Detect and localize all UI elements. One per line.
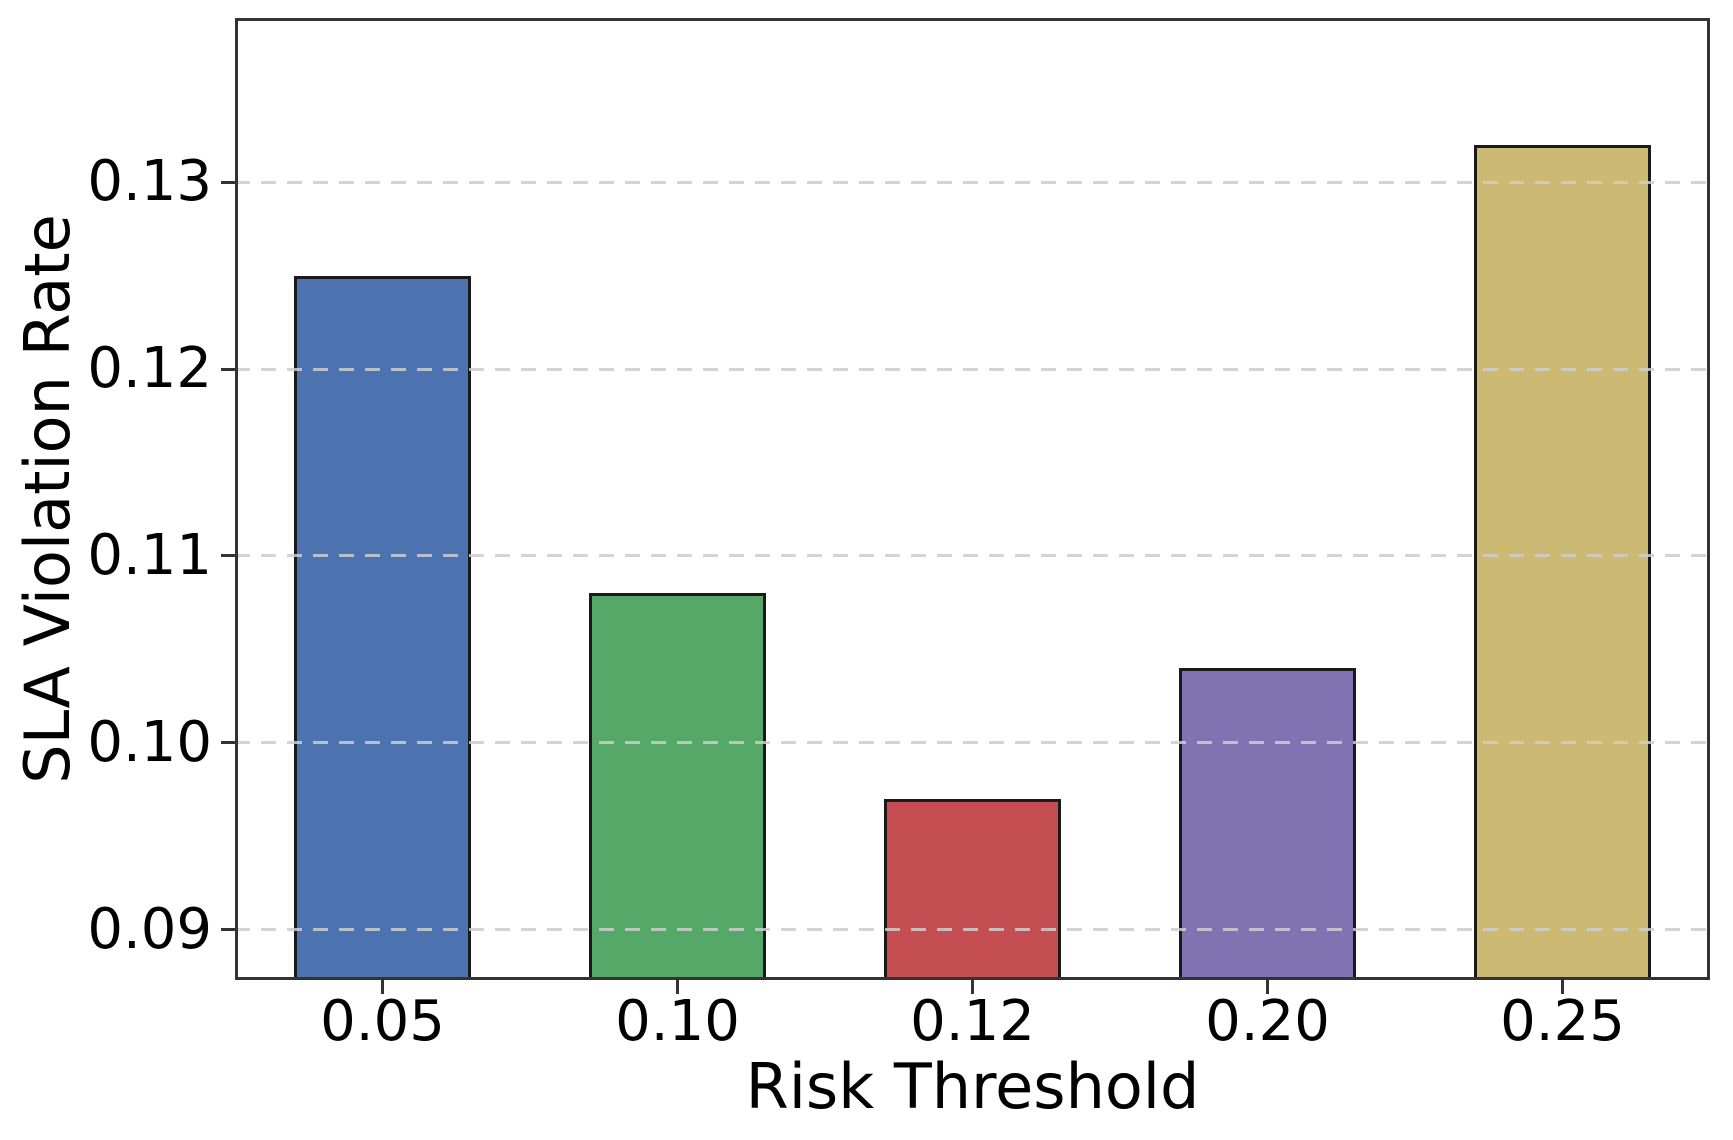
y-axis-title: SLA Violation Rate xyxy=(11,214,84,784)
x-tick-label: 0.25 xyxy=(1500,989,1625,1054)
x-tick-mark xyxy=(1561,980,1564,994)
x-axis-title: Risk Threshold xyxy=(745,1050,1200,1123)
x-tick-mark xyxy=(676,980,679,994)
y-tick-label: 0.11 xyxy=(87,522,212,588)
y-tick-label: 0.10 xyxy=(87,709,212,775)
y-gridline xyxy=(235,367,1710,371)
x-tick-mark xyxy=(971,980,974,994)
y-gridline xyxy=(235,554,1710,558)
x-tick-label: 0.05 xyxy=(320,989,445,1054)
bar-0.12 xyxy=(884,798,1061,980)
bar-0.10 xyxy=(589,593,766,980)
y-tick-mark xyxy=(221,180,235,184)
x-tick-mark xyxy=(1266,980,1269,994)
bar-0.25 xyxy=(1474,145,1651,980)
y-gridline xyxy=(235,928,1710,932)
y-tick-mark xyxy=(221,367,235,371)
y-gridline xyxy=(235,741,1710,745)
x-tick-label: 0.12 xyxy=(910,989,1035,1054)
x-tick-label: 0.10 xyxy=(615,989,740,1054)
x-tick-label: 0.20 xyxy=(1205,989,1330,1054)
bar-0.20 xyxy=(1179,668,1356,980)
y-tick-mark xyxy=(221,928,235,932)
y-tick-mark xyxy=(221,554,235,558)
axes-frame xyxy=(235,18,1710,980)
y-tick-label: 0.12 xyxy=(87,336,212,402)
y-gridline xyxy=(235,180,1710,184)
y-tick-label: 0.09 xyxy=(87,896,212,962)
y-tick-label: 0.13 xyxy=(87,149,212,215)
y-tick-mark xyxy=(221,741,235,745)
x-tick-mark xyxy=(381,980,384,994)
bar-0.05 xyxy=(294,275,471,980)
